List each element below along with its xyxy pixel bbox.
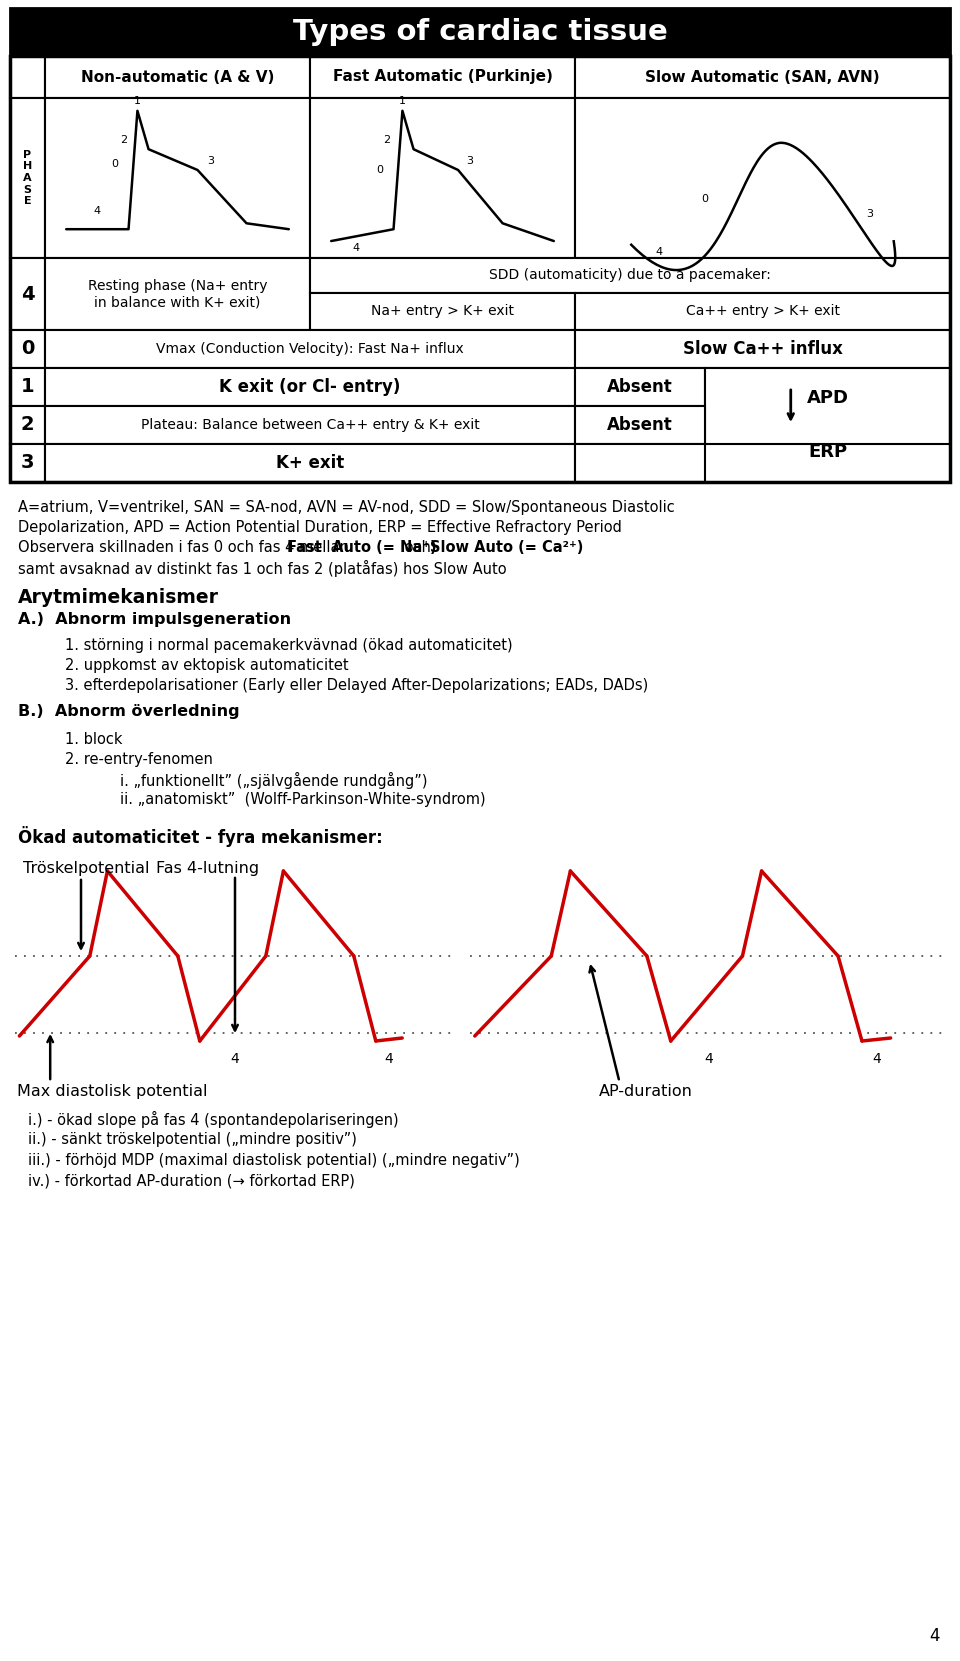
Text: i. „funktionellt” („självgående rundgång”): i. „funktionellt” („självgående rundgång… <box>120 772 427 789</box>
Text: A=atrium, V=ventrikel, SAN = SA-nod, AVN = AV-nod, SDD = Slow/Spontaneous Diasto: A=atrium, V=ventrikel, SAN = SA-nod, AVN… <box>18 500 675 515</box>
Text: Max diastolisk potential: Max diastolisk potential <box>17 1085 207 1100</box>
Text: iv.) - förkortad AP-duration (→ förkortad ERP): iv.) - förkortad AP-duration (→ förkorta… <box>28 1174 355 1189</box>
Bar <box>10 331 45 369</box>
Text: och: och <box>400 540 436 555</box>
Bar <box>10 56 45 98</box>
Text: 4: 4 <box>656 247 662 257</box>
Bar <box>575 292 950 331</box>
Text: 3: 3 <box>21 453 35 472</box>
Text: 3. efterdepolarisationer (Early eller Delayed After-Depolarizations; EADs, DADs): 3. efterdepolarisationer (Early eller De… <box>65 678 648 693</box>
Text: Fas 4-lutning: Fas 4-lutning <box>156 860 259 875</box>
Bar <box>575 98 950 257</box>
Text: Na+ entry > K+ exit: Na+ entry > K+ exit <box>371 304 514 319</box>
Text: 2: 2 <box>383 135 391 145</box>
Text: 2. re-entry-fenomen: 2. re-entry-fenomen <box>65 752 213 767</box>
Text: K exit (or Cl- entry): K exit (or Cl- entry) <box>219 379 400 395</box>
Text: 4: 4 <box>352 243 360 252</box>
Text: Tröskelpotential: Tröskelpotential <box>23 860 150 875</box>
Text: ii. „anatomiskt”  (Wolff-Parkinson-White-syndrom): ii. „anatomiskt” (Wolff-Parkinson-White-… <box>120 792 486 807</box>
Text: 2: 2 <box>121 135 128 145</box>
Bar <box>575 443 705 482</box>
Bar <box>45 331 575 369</box>
Text: Arytmimekanismer: Arytmimekanismer <box>18 588 219 606</box>
Text: iii.) - förhöjd MDP (maximal diastolisk potential) („mindre negativ”): iii.) - förhöjd MDP (maximal diastolisk … <box>28 1153 519 1168</box>
Text: Fast Automatic (Purkinje): Fast Automatic (Purkinje) <box>332 70 552 85</box>
Text: Slow Auto (= Ca²⁺): Slow Auto (= Ca²⁺) <box>430 540 583 555</box>
Bar <box>10 405 45 443</box>
Text: 3: 3 <box>867 209 874 219</box>
Text: Observera skillnaden i fas 0 och fas 4 mellan: Observera skillnaden i fas 0 och fas 4 m… <box>18 540 353 555</box>
Bar <box>45 443 575 482</box>
Text: Slow Automatic (SAN, AVN): Slow Automatic (SAN, AVN) <box>645 70 879 85</box>
Bar <box>705 369 950 443</box>
Text: 0: 0 <box>701 194 708 204</box>
Bar <box>10 369 45 405</box>
Text: 3: 3 <box>466 156 472 166</box>
Text: 1: 1 <box>134 96 141 106</box>
Bar <box>45 405 575 443</box>
Text: 4: 4 <box>385 1051 394 1066</box>
Text: 1: 1 <box>399 96 406 106</box>
Bar <box>45 56 310 98</box>
Bar <box>575 369 705 405</box>
Text: Types of cardiac tissue: Types of cardiac tissue <box>293 18 667 47</box>
Text: 4: 4 <box>94 206 101 216</box>
Bar <box>575 56 950 98</box>
Text: 0: 0 <box>21 339 35 359</box>
Text: 4: 4 <box>21 284 35 304</box>
Bar <box>10 98 45 257</box>
Bar <box>10 56 950 482</box>
Text: 0: 0 <box>111 159 119 169</box>
Text: K+ exit: K+ exit <box>276 453 344 472</box>
Text: Fast  Auto (= Na⁺): Fast Auto (= Na⁺) <box>287 540 437 555</box>
Text: B.)  Abnorm överledning: B.) Abnorm överledning <box>18 704 240 719</box>
Bar <box>575 331 950 369</box>
Text: Plateau: Balance between Ca++ entry & K+ exit: Plateau: Balance between Ca++ entry & K+… <box>140 419 479 432</box>
Text: Absent: Absent <box>607 379 673 395</box>
Text: i.) - ökad slope på fas 4 (spontandepolariseringen): i.) - ökad slope på fas 4 (spontandepola… <box>28 1111 398 1128</box>
Bar <box>10 443 45 482</box>
Bar <box>310 292 575 331</box>
Text: Vmax (Conduction Velocity): Fast Na+ influx: Vmax (Conduction Velocity): Fast Na+ inf… <box>156 342 464 355</box>
Text: SDD (automaticity) due to a pacemaker:: SDD (automaticity) due to a pacemaker: <box>489 269 771 282</box>
Bar <box>45 257 310 331</box>
Text: ERP: ERP <box>808 442 847 460</box>
Bar <box>310 98 575 257</box>
Bar <box>10 257 45 331</box>
Text: Slow Ca++ influx: Slow Ca++ influx <box>683 341 843 359</box>
Text: 1. störning i normal pacemakerkvävnad (ökad automaticitet): 1. störning i normal pacemakerkvävnad (ö… <box>65 638 513 653</box>
Text: 4: 4 <box>872 1051 880 1066</box>
Text: 2: 2 <box>21 415 35 435</box>
Bar <box>10 8 950 56</box>
Text: Non-automatic (A & V): Non-automatic (A & V) <box>81 70 275 85</box>
Text: Ca++ entry > K+ exit: Ca++ entry > K+ exit <box>685 304 839 319</box>
Text: 3: 3 <box>207 156 214 166</box>
Text: Ökad automaticitet - fyra mekanismer:: Ökad automaticitet - fyra mekanismer: <box>18 826 383 847</box>
Text: A.)  Abnorm impulsgeneration: A.) Abnorm impulsgeneration <box>18 611 291 626</box>
Bar <box>310 257 950 292</box>
Text: 1. block: 1. block <box>65 733 123 747</box>
Text: Absent: Absent <box>607 415 673 434</box>
Text: APD: APD <box>806 389 849 407</box>
Bar <box>310 56 575 98</box>
Text: ii.) - sänkt tröskelpotential („mindre positiv”): ii.) - sänkt tröskelpotential („mindre p… <box>28 1133 357 1148</box>
Text: 0: 0 <box>376 164 384 174</box>
Text: P
H
A
S
E: P H A S E <box>23 149 32 206</box>
Text: samt avsaknad av distinkt fas 1 och fas 2 (platåfas) hos Slow Auto: samt avsaknad av distinkt fas 1 och fas … <box>18 560 507 576</box>
Text: Resting phase (Na+ entry
in balance with K+ exit): Resting phase (Na+ entry in balance with… <box>87 279 267 309</box>
Text: 4: 4 <box>929 1628 940 1644</box>
Text: 1: 1 <box>21 377 35 397</box>
Bar <box>45 98 310 257</box>
Bar <box>45 369 575 405</box>
Bar <box>575 405 705 443</box>
Text: Depolarization, APD = Action Potential Duration, ERP = Effective Refractory Peri: Depolarization, APD = Action Potential D… <box>18 520 622 535</box>
Text: AP-duration: AP-duration <box>599 1085 693 1100</box>
Text: 4: 4 <box>230 1051 239 1066</box>
Text: 2. uppkomst av ektopisk automaticitet: 2. uppkomst av ektopisk automaticitet <box>65 658 348 673</box>
Text: 4: 4 <box>705 1051 713 1066</box>
